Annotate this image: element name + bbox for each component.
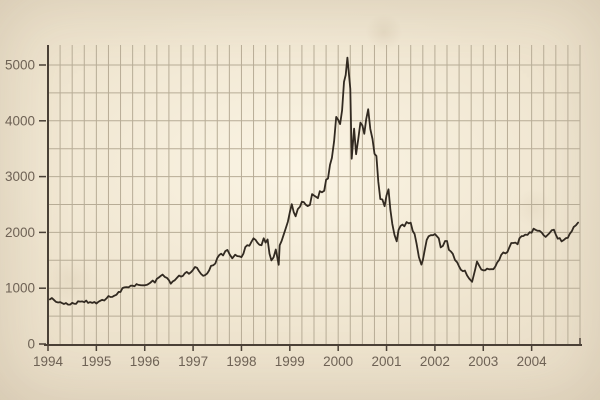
- x-tick-label-2002: 2002: [420, 354, 450, 369]
- x-tick-label-1997: 1997: [178, 354, 208, 369]
- x-tick-label-2003: 2003: [468, 354, 498, 369]
- x-tick-label-2004: 2004: [517, 354, 548, 369]
- x-tick-label-1996: 1996: [130, 354, 160, 369]
- x-tick-label-1999: 1999: [275, 354, 305, 369]
- y-tick-label-3000: 3000: [5, 169, 35, 184]
- y-tick-label-2000: 2000: [5, 225, 35, 240]
- x-tick-label-2001: 2001: [372, 354, 402, 369]
- y-tick-label-0: 0: [27, 337, 35, 352]
- y-tick-label-1000: 1000: [5, 281, 35, 296]
- y-tick-label-5000: 5000: [5, 58, 35, 73]
- x-tick-label-1995: 1995: [81, 354, 111, 369]
- x-tick-label-1998: 1998: [226, 354, 256, 369]
- x-tick-label-2000: 2000: [323, 354, 353, 369]
- y-tick-label-4000: 4000: [5, 113, 35, 128]
- price-line-series: [49, 56, 579, 306]
- x-tick-label-1994: 1994: [33, 354, 64, 369]
